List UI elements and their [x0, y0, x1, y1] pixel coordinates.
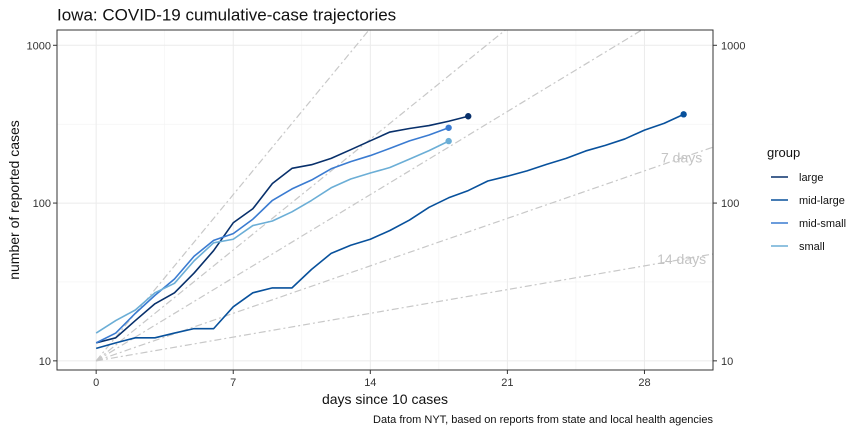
reference-line-label: 7 days — [661, 149, 702, 165]
chart-title: Iowa: COVID-19 cumulative-case trajector… — [57, 6, 396, 25]
reference-line-7-days — [95, 146, 714, 362]
x-axis: 0 7 14 21 28 — [93, 370, 651, 389]
series-line-small — [95, 140, 449, 334]
y-tick-label-right: 10 — [721, 356, 733, 368]
x-axis-title: days since 10 cases — [322, 391, 448, 407]
reference-line-label: 14 days — [657, 251, 706, 267]
y-tick-label-right: 100 — [721, 198, 739, 210]
y-tick-label-left: 100 — [33, 198, 51, 210]
caption: Data from NYT, based on reports from sta… — [373, 414, 713, 426]
doubling-reference-lines: 7 days 14 days — [95, 29, 714, 362]
plot-area: 7 days 14 days — [56, 29, 714, 371]
y-tick-label-right: 1000 — [721, 40, 745, 52]
series-line-mid-small — [95, 127, 449, 344]
x-tick-label: 28 — [638, 377, 650, 389]
legend-title: group — [767, 145, 800, 160]
minor-grid — [57, 30, 713, 370]
legend-label-mid-large: mid-large — [799, 195, 845, 207]
x-tick-label: 7 — [230, 377, 236, 389]
legend: group large mid-large mid-small small — [767, 145, 846, 253]
x-tick-label: 0 — [93, 377, 99, 389]
legend-label-large: large — [799, 172, 823, 184]
y-tick-label-left: 1000 — [27, 40, 51, 52]
x-tick-label: 21 — [501, 377, 513, 389]
end-point-small — [445, 137, 452, 145]
end-point-mid-small — [445, 124, 452, 131]
series-lines — [95, 111, 687, 350]
reference-line-14-days — [96, 253, 714, 362]
y-axis-right: 10 100 1000 — [713, 40, 745, 368]
legend-label-mid-small: mid-small — [799, 218, 846, 230]
y-axis-title: number of reported cases — [6, 120, 22, 280]
y-tick-label-left: 10 — [39, 356, 51, 368]
end-point-mid-large — [680, 111, 687, 118]
reference-line-2-days — [95, 29, 370, 362]
legend-label-small: small — [799, 241, 825, 253]
plot-background — [57, 30, 713, 370]
reference-line-3-days — [95, 29, 506, 362]
end-point-large — [465, 113, 472, 120]
plot-border — [56, 29, 714, 371]
series-line-mid-large — [95, 113, 684, 350]
series-line-large — [95, 115, 469, 344]
reference-line-4-days — [95, 29, 643, 362]
x-tick-label: 14 — [364, 377, 376, 389]
major-grid — [57, 30, 713, 370]
y-axis-left: 10 100 1000 — [27, 40, 57, 368]
